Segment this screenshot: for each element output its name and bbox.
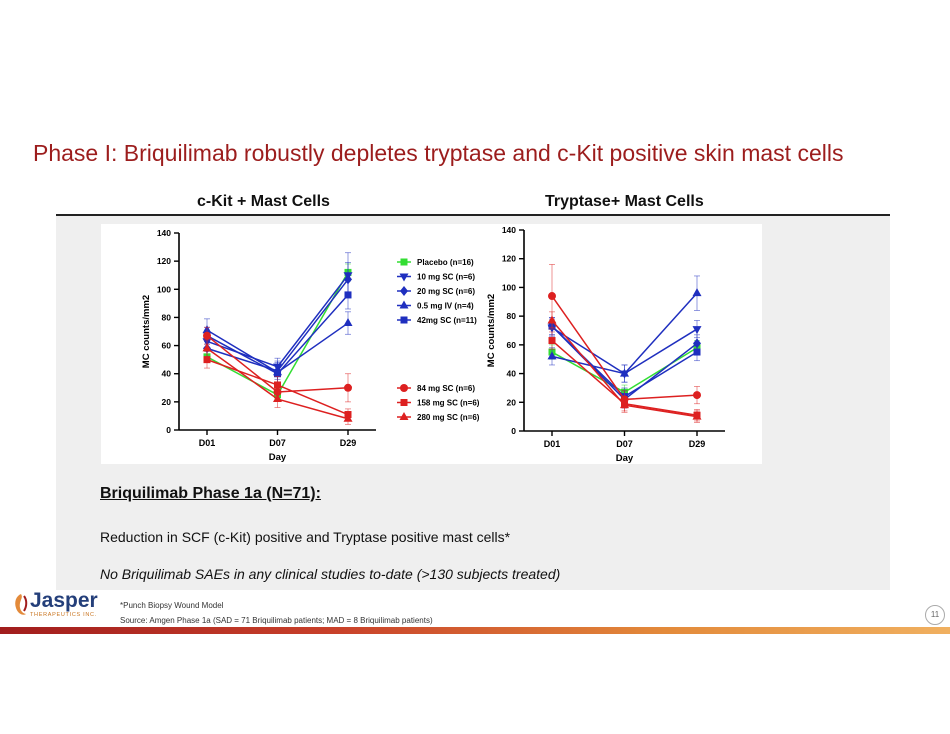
y-tick-label: 60 xyxy=(507,340,517,350)
legend-marker xyxy=(399,300,409,309)
y-axis-label: MC counts/mm2 xyxy=(141,295,152,368)
x-tick-label: D07 xyxy=(616,439,633,449)
footnote-source: Source: Amgen Phase 1a (SAD = 71 Briquil… xyxy=(120,616,433,625)
legend-label: 280 mg SC (n=6) xyxy=(417,413,480,422)
footnote-method: *Punch Biopsy Wound Model xyxy=(120,601,224,610)
y-tick-label: 140 xyxy=(157,228,171,238)
ckit-chart-container: 0 20 40 60 80 100 120 140 D01 D07 D29 Day MC counts/… xyxy=(101,224,501,464)
slide-title: Phase I: Briquilimab robustly depletes t… xyxy=(33,140,844,166)
data-point xyxy=(692,326,702,335)
data-point xyxy=(693,348,701,356)
legend-marker xyxy=(400,316,408,324)
series-4 xyxy=(547,275,702,383)
data-point xyxy=(344,291,352,299)
data-point xyxy=(343,318,353,327)
data-point xyxy=(203,331,211,340)
series-8 xyxy=(547,311,702,423)
data-point xyxy=(548,337,556,345)
data-point xyxy=(692,288,702,297)
y-tick-label: 40 xyxy=(507,369,517,379)
safety-text: No Briquilimab SAEs in any clinical stud… xyxy=(100,566,561,582)
data-point xyxy=(202,343,212,352)
finding-text: Reduction in SCF (c-Kit) positive and Tr… xyxy=(100,529,511,545)
x-tick-label: D01 xyxy=(199,438,216,448)
logo-wordmark: Jasper xyxy=(30,589,98,612)
legend-label: Placebo (n=16) xyxy=(417,258,474,267)
legend-label: 84 mg SC (n=6) xyxy=(417,384,475,393)
legend-label: 158 mg SC (n=6) xyxy=(417,399,480,408)
y-tick-label: 80 xyxy=(162,312,172,322)
y-tick-label: 20 xyxy=(162,397,172,407)
y-tick-label: 60 xyxy=(162,341,172,351)
y-tick-label: 140 xyxy=(502,225,516,235)
tryptase-chart: 0 20 40 60 80 100 120 140 D01 D07 D29 Day MC counts/… xyxy=(486,225,725,464)
data-point xyxy=(693,391,701,400)
x-tick-label: D01 xyxy=(544,439,561,449)
legend-marker xyxy=(399,273,409,282)
data-point xyxy=(692,411,702,420)
jasper-logo: Jasper THERAPEUTICS INC. xyxy=(12,589,107,622)
data-point xyxy=(548,292,556,301)
logo-subtitle: THERAPEUTICS INC. xyxy=(30,612,97,618)
legend-label: 42mg SC (n=11) xyxy=(417,316,477,325)
y-tick-label: 80 xyxy=(507,311,517,321)
page-number: 11 xyxy=(925,605,945,625)
header-divider xyxy=(56,214,890,216)
x-tick-label: D29 xyxy=(689,439,706,449)
jasper-mark-icon xyxy=(15,594,28,615)
y-tick-label: 100 xyxy=(502,282,516,292)
ckit-chart: 0 20 40 60 80 100 120 140 D01 D07 D29 Day MC counts/… xyxy=(141,228,480,463)
data-point xyxy=(203,356,211,364)
y-tick-label: 120 xyxy=(502,254,516,264)
y-tick-label: 0 xyxy=(166,425,171,435)
x-axis-label: Day xyxy=(616,453,634,464)
x-axis-label: Day xyxy=(269,452,287,463)
series-8 xyxy=(202,339,353,425)
phase-1a-subheading: Briquilimab Phase 1a (N=71): xyxy=(100,485,321,502)
y-tick-label: 40 xyxy=(162,369,172,379)
legend-label: 10 mg SC (n=6) xyxy=(417,273,475,282)
legend-label: 0.5 mg IV (n=4) xyxy=(417,302,474,311)
footer-color-band xyxy=(0,627,950,634)
data-point xyxy=(547,351,557,360)
data-point xyxy=(343,413,353,422)
legend-marker xyxy=(400,399,408,406)
legend-marker xyxy=(399,412,409,420)
y-axis-label: MC counts/mm2 xyxy=(486,294,497,367)
x-tick-label: D29 xyxy=(340,438,357,448)
data-point xyxy=(273,394,282,403)
y-tick-label: 100 xyxy=(157,284,171,294)
legend: Placebo (n=16) 10 mg SC (n=6) 20 mg SC (n=… xyxy=(397,258,480,422)
x-tick-label: D07 xyxy=(269,438,286,448)
data-point xyxy=(344,383,352,392)
data-point xyxy=(620,368,629,377)
legend-label: 20 mg SC (n=6) xyxy=(417,287,475,296)
legend-marker xyxy=(400,258,408,266)
data-point xyxy=(547,315,557,324)
series-5 xyxy=(203,280,352,384)
tryptase-chart-container: 0 20 40 60 80 100 120 140 D01 D07 D29 Day MC counts/… xyxy=(485,224,762,464)
data-point xyxy=(344,274,352,285)
series-line xyxy=(206,278,349,372)
y-tick-label: 0 xyxy=(511,426,516,436)
legend-marker xyxy=(400,384,408,392)
left-panel-title: c-Kit + Mast Cells xyxy=(197,193,330,210)
data-point xyxy=(274,381,281,389)
data-point xyxy=(620,400,629,409)
right-panel-title: Tryptase+ Mast Cells xyxy=(545,193,704,210)
legend-marker xyxy=(400,286,408,296)
y-tick-label: 20 xyxy=(507,397,517,407)
data-point xyxy=(274,370,281,378)
y-tick-label: 120 xyxy=(157,256,171,266)
